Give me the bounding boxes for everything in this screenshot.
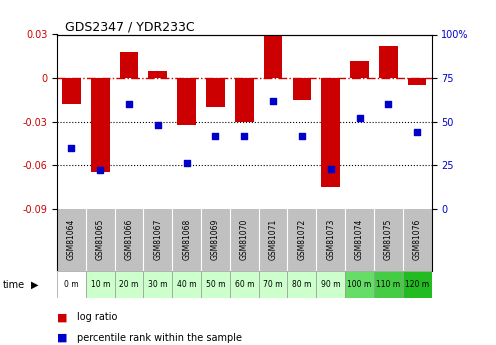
Bar bbox=[115, 271, 143, 298]
Bar bbox=[201, 271, 230, 298]
Text: GSM81073: GSM81073 bbox=[326, 219, 335, 260]
Text: 70 m: 70 m bbox=[263, 280, 283, 289]
Bar bbox=[374, 271, 403, 298]
Bar bbox=[62, 78, 81, 104]
Text: 30 m: 30 m bbox=[148, 280, 168, 289]
Text: GSM81069: GSM81069 bbox=[211, 219, 220, 260]
Bar bbox=[350, 61, 369, 78]
Text: GSM81076: GSM81076 bbox=[413, 219, 422, 260]
Point bbox=[298, 133, 306, 138]
Text: 80 m: 80 m bbox=[292, 280, 311, 289]
Bar bbox=[293, 78, 311, 100]
Text: GSM81067: GSM81067 bbox=[153, 219, 162, 260]
Bar bbox=[143, 271, 172, 298]
Bar bbox=[403, 271, 432, 298]
Text: 100 m: 100 m bbox=[347, 280, 372, 289]
Text: 40 m: 40 m bbox=[177, 280, 196, 289]
Text: GSM81065: GSM81065 bbox=[96, 219, 105, 260]
Bar bbox=[408, 78, 427, 85]
Text: ■: ■ bbox=[57, 313, 67, 322]
Point bbox=[96, 168, 104, 173]
Bar bbox=[379, 46, 398, 78]
Text: GSM81064: GSM81064 bbox=[67, 219, 76, 260]
Text: GDS2347 / YDR233C: GDS2347 / YDR233C bbox=[64, 20, 194, 33]
Text: GSM81066: GSM81066 bbox=[124, 219, 133, 260]
Bar bbox=[259, 271, 288, 298]
Point bbox=[154, 122, 162, 128]
Point bbox=[269, 98, 277, 104]
Bar bbox=[321, 78, 340, 187]
Point bbox=[240, 133, 248, 138]
Text: GSM81075: GSM81075 bbox=[384, 219, 393, 260]
Point bbox=[211, 133, 219, 138]
Text: 110 m: 110 m bbox=[376, 280, 400, 289]
Text: percentile rank within the sample: percentile rank within the sample bbox=[77, 333, 242, 343]
Bar bbox=[120, 52, 138, 78]
Text: ▶: ▶ bbox=[31, 280, 39, 289]
Bar bbox=[172, 271, 201, 298]
Point bbox=[356, 115, 364, 121]
Text: time: time bbox=[2, 280, 25, 289]
Bar bbox=[177, 78, 196, 125]
Text: 120 m: 120 m bbox=[405, 280, 429, 289]
Bar bbox=[148, 71, 167, 78]
Point bbox=[67, 145, 75, 150]
Text: GSM81074: GSM81074 bbox=[355, 219, 364, 260]
Point bbox=[327, 166, 335, 171]
Text: 50 m: 50 m bbox=[206, 280, 225, 289]
Bar bbox=[57, 271, 86, 298]
Text: GSM81071: GSM81071 bbox=[269, 219, 278, 260]
Text: GSM81072: GSM81072 bbox=[298, 219, 307, 260]
Bar bbox=[345, 271, 374, 298]
Bar bbox=[91, 78, 110, 172]
Text: GSM81068: GSM81068 bbox=[182, 219, 191, 260]
Text: ■: ■ bbox=[57, 333, 67, 343]
Text: 60 m: 60 m bbox=[235, 280, 254, 289]
Point bbox=[384, 101, 392, 107]
Text: 0 m: 0 m bbox=[64, 280, 79, 289]
Text: 20 m: 20 m bbox=[120, 280, 139, 289]
Text: 90 m: 90 m bbox=[321, 280, 340, 289]
Point bbox=[125, 101, 133, 107]
Bar bbox=[86, 271, 115, 298]
Text: 10 m: 10 m bbox=[91, 280, 110, 289]
Bar bbox=[288, 271, 316, 298]
Bar bbox=[230, 271, 259, 298]
Bar bbox=[235, 78, 253, 121]
Point bbox=[413, 129, 421, 135]
Text: GSM81070: GSM81070 bbox=[240, 219, 249, 260]
Bar bbox=[264, 34, 282, 78]
Bar bbox=[316, 271, 345, 298]
Bar bbox=[206, 78, 225, 107]
Text: log ratio: log ratio bbox=[77, 313, 117, 322]
Point bbox=[183, 161, 190, 166]
